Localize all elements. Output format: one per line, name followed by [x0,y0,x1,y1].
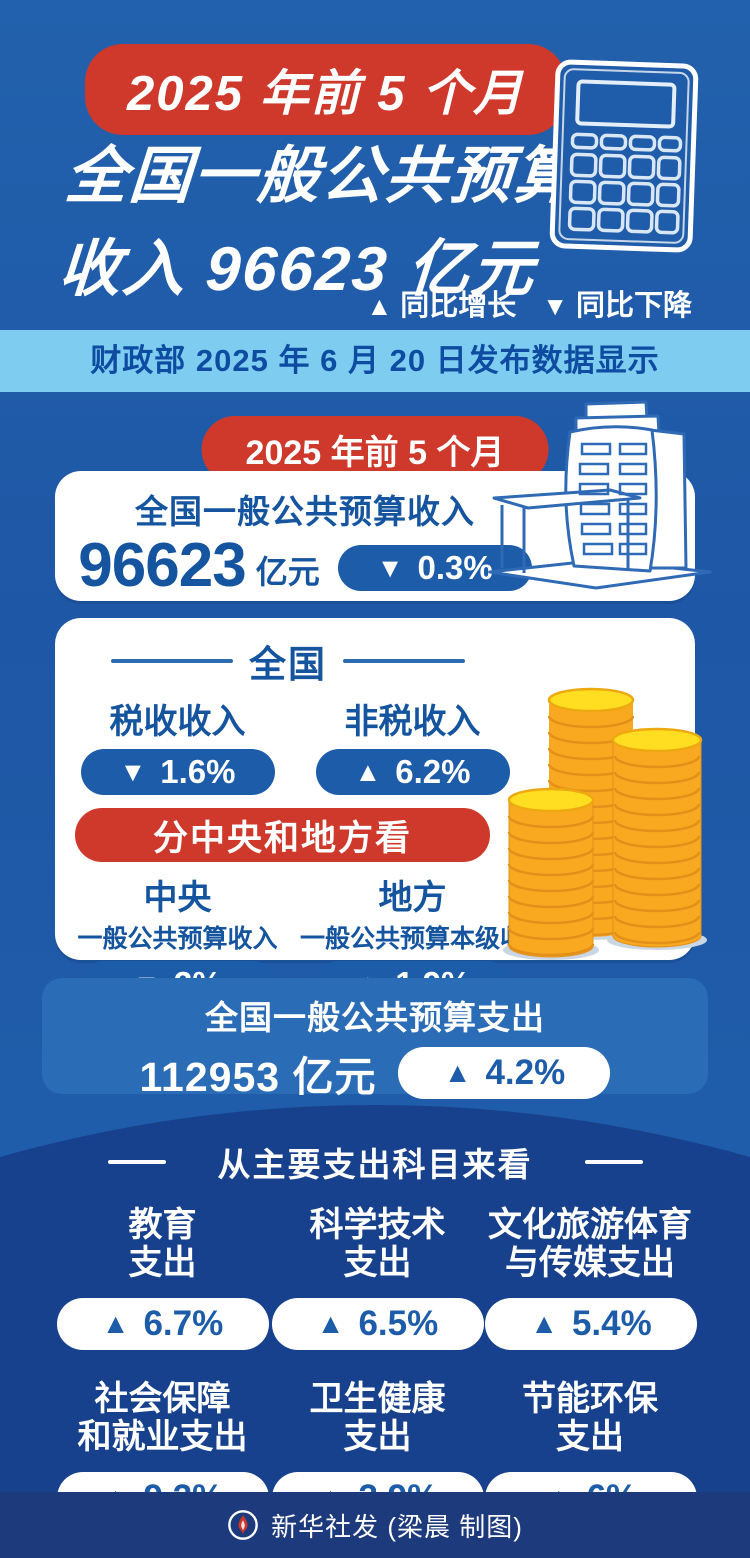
heading-line [343,659,465,663]
legend-label: 同比下降 [575,290,692,322]
down-triangle-icon: ▼ [542,291,568,321]
category-change-value: 6.5% [358,1304,439,1343]
page-title-line1: 全国一般公共预算 [62,142,580,211]
category-label-line: 节能环保 [522,1380,658,1418]
up-triangle-icon: ▲ [443,1057,472,1088]
category-change-value: 6.7% [143,1304,224,1343]
expenditure-change-pill: ▲ 4.2% [398,1047,611,1099]
central-local-banner: 分中央和地方看 [75,808,490,862]
category-label-line: 和就业支出 [77,1418,248,1456]
central-label: 中央 [143,879,212,917]
breakdown-heading-text: 全国 [249,644,327,685]
central-subtitle: 一般公共预算收入 [77,925,278,953]
category-label-social: 社会保障 和就业支出 [55,1380,270,1456]
category-label-line: 文化旅游体育 [488,1206,692,1244]
legend-label: 同比增长 [400,290,517,322]
heading-line [111,659,233,663]
coins-icon [503,687,707,960]
category-change-pill-science: ▲ 6.5% [271,1298,484,1350]
up-triangle-icon: ▲ [316,1308,345,1339]
category-label-line: 支出 [343,1418,412,1456]
legend-item-increase: ▲ 同比增长 [367,282,517,324]
up-triangle-icon: ▲ [354,756,382,787]
expenditure-change-value: 4.2% [485,1053,566,1092]
category-label-line: 支出 [556,1418,624,1456]
revenue-change-value: 0.3% [417,549,493,586]
category-label-education: 教育 支出 [55,1206,270,1282]
breakdown-heading: 全国 [103,634,473,688]
trend-legend: ▲ 同比增长 ▼ 同比下降 [367,282,693,324]
category-label-line: 卫生健康 [309,1380,446,1418]
revenue-value: 96623 [78,531,246,600]
credit-text: 新华社发 (梁晨 制图) [271,1511,523,1542]
expenditure-amount: 112953 亿元 [139,1054,377,1100]
category-label-energy: 节能环保 支出 [485,1380,695,1456]
heading-dash [584,1160,643,1164]
expenditure-title: 全国一般公共预算支出 [205,999,545,1036]
notice-bar: 财政部 2025 年 6 月 20 日发布数据显示 [0,330,750,392]
down-triangle-icon: ▼ [119,756,147,787]
category-change-pill-education: ▲ 6.7% [56,1298,269,1350]
nontax-change-pill: ▲ 6.2% [315,749,510,795]
local-subtitle: 一般公共预算本级收入 [300,925,551,953]
breakdown-card: 全国 税收收入 非税收入 ▼ 1.6% ▲ 6.2% 分中央和地方看 [55,618,707,1007]
tax-change-pill: ▼ 1.6% [80,749,275,795]
calculator-icon [549,59,699,253]
category-label-science: 科学技术 支出 [270,1206,485,1282]
nontax-change-value: 6.2% [395,753,471,790]
xinhua-logo-icon [228,1510,258,1540]
spending-heading-text: 从主要支出科目来看 [217,1146,533,1183]
category-change-pill-culture: ▲ 5.4% [485,1298,697,1350]
spending-section: 从主要支出科目来看 教育 支出 科学技术 支出 文化旅游体育 与传媒支出 ▲ 6… [0,1138,750,1524]
expenditure-card: 全国一般公共预算支出 112953 亿元 ▲ 4.2% [42,978,708,1100]
category-label-culture: 文化旅游体育 与传媒支出 [485,1206,695,1282]
category-label-line: 教育 [128,1206,197,1244]
category-label-line: 支出 [128,1244,197,1282]
nontax-revenue-label: 非税收入 [344,703,481,741]
category-label-line: 支出 [343,1244,412,1282]
building-icon [488,400,712,590]
up-triangle-icon: ▲ [366,291,393,321]
up-triangle-icon: ▲ [101,1308,130,1339]
revenue-unit: 亿元 [255,554,320,590]
up-triangle-icon: ▲ [530,1308,558,1339]
heading-dash [107,1160,166,1164]
local-label: 地方 [378,879,447,917]
category-change-value: 5.4% [571,1304,652,1343]
period-badge-header: 2025 年前 5 个月 [85,44,567,135]
category-label-line: 与传媒支出 [505,1244,675,1282]
legend-item-decrease: ▼ 同比下降 [542,282,692,324]
spending-heading: 从主要支出科目来看 [0,1138,750,1186]
down-triangle-icon: ▼ [376,552,404,583]
category-label-line: 科学技术 [309,1206,446,1244]
revenue-change-pill: ▼ 0.3% [337,545,532,591]
footer: 新华社发 (梁晨 制图) [0,1492,750,1558]
tax-change-value: 1.6% [160,753,236,790]
category-label-line: 社会保障 [94,1380,231,1418]
revenue-card-title: 全国一般公共预算收入 [135,493,475,530]
tax-revenue-label: 税收收入 [109,703,246,741]
category-label-health: 卫生健康 支出 [270,1380,485,1456]
